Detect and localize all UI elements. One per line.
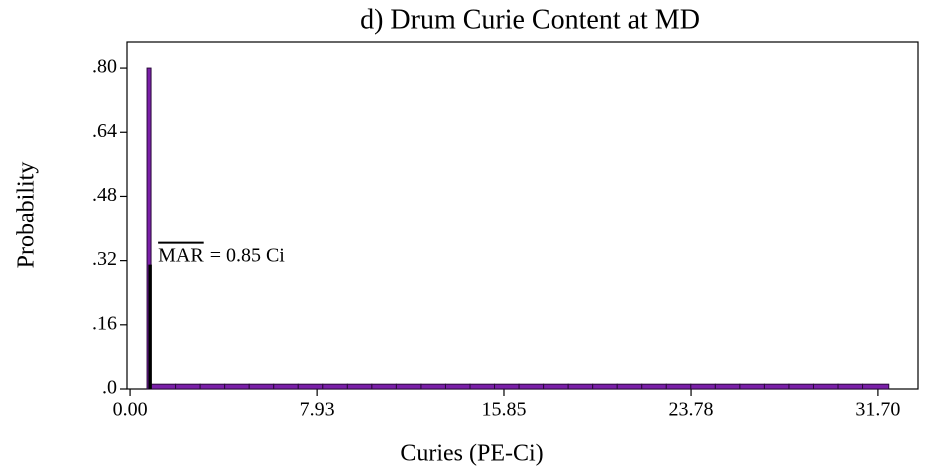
bar [494, 383, 520, 390]
x-axis-label: Curies (PE-Ci) [400, 441, 543, 467]
y-axis-label: Probability [14, 162, 40, 269]
plot-frame [126, 41, 919, 390]
x-tick-label: 23.78 [669, 399, 714, 421]
y-tick-label: .0 [102, 377, 117, 399]
bar [862, 383, 890, 390]
bar [616, 383, 643, 390]
bar [518, 383, 545, 390]
chart-title: d) Drum Curie Content at MD [360, 4, 700, 35]
y-tick-label: .80 [92, 56, 117, 78]
bar [690, 383, 716, 390]
bar [469, 383, 496, 390]
bar [592, 383, 618, 390]
bar [714, 383, 741, 390]
bar [420, 383, 446, 390]
x-tick-label: 15.85 [481, 399, 526, 421]
annotation-text: = 0.85 Ci [210, 244, 286, 266]
bar [199, 383, 226, 390]
y-tick-label: .32 [92, 248, 117, 270]
bar [150, 383, 177, 390]
annotation-label: MAR = 0.85 Ci [158, 244, 285, 266]
bar [812, 383, 839, 390]
bar [346, 383, 373, 390]
bar [273, 383, 299, 390]
bar [739, 383, 765, 390]
bar [224, 383, 250, 390]
bar [297, 383, 324, 390]
x-tick-label: 0.00 [113, 399, 148, 421]
bar [322, 383, 348, 390]
bar [567, 383, 594, 390]
x-tick-label: 7.93 [300, 399, 335, 421]
bar [763, 383, 790, 390]
x-tick-label: 31.70 [855, 399, 900, 421]
bar [665, 383, 692, 390]
bar [395, 383, 422, 390]
bar [371, 383, 397, 390]
bar [175, 383, 201, 390]
bar [788, 383, 814, 390]
bar [543, 383, 569, 390]
y-tick-label: .64 [92, 120, 117, 142]
y-tick-label: .16 [92, 312, 117, 334]
bar [248, 383, 275, 390]
bar [837, 383, 864, 390]
bar [444, 383, 471, 390]
annotation-symbol: MAR [158, 244, 204, 266]
bar [641, 383, 667, 390]
y-tick-label: .48 [92, 184, 117, 206]
